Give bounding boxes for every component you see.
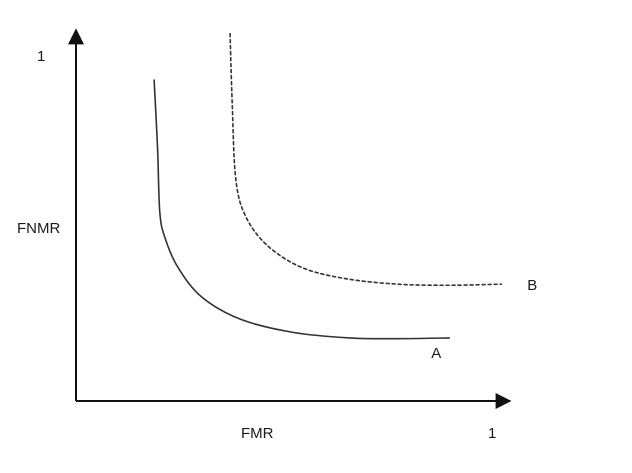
series-label-b: B [527, 277, 537, 294]
x-axis-max-label: 1 [488, 425, 496, 442]
x-axis-label: FMR [241, 425, 274, 442]
y-axis-max-label: 1 [37, 48, 45, 65]
label-layer: AB [431, 277, 537, 362]
series-layer [153, 32, 503, 340]
series-line-b [229, 32, 503, 287]
y-axis-label: FNMR [17, 220, 60, 237]
series-label-a: A [431, 345, 441, 362]
series-line-a [153, 79, 451, 340]
